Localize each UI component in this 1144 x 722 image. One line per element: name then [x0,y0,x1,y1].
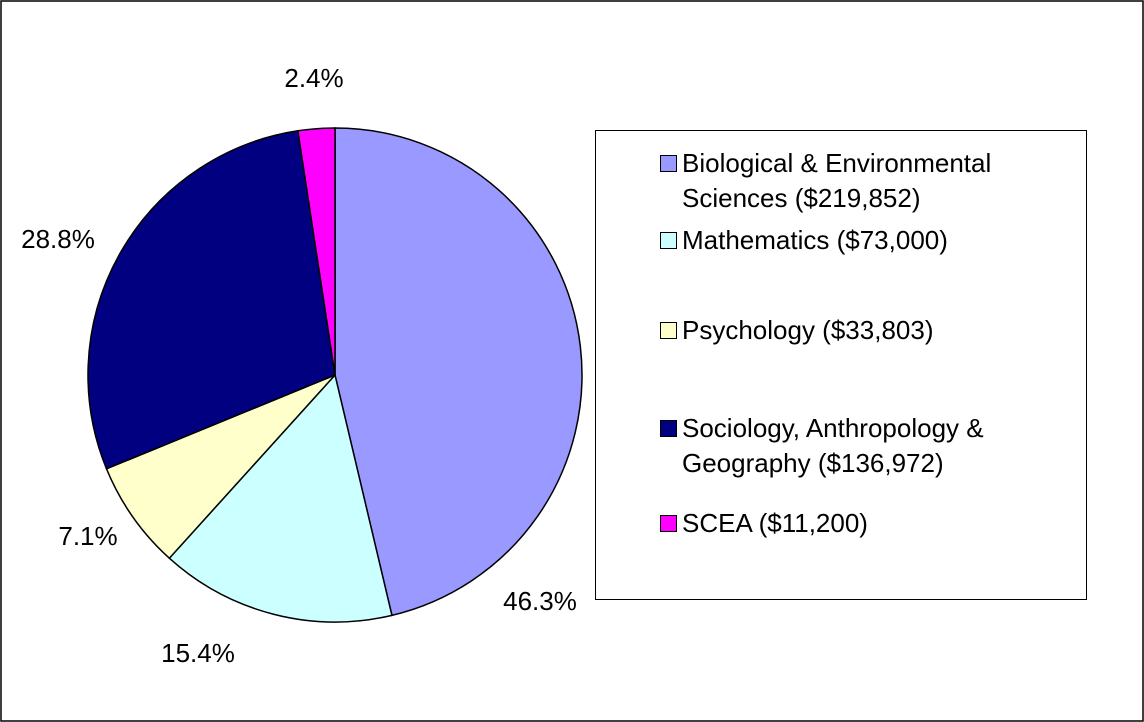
legend: Biological & Environmental Sciences ($21… [595,130,1087,600]
legend-swatch [660,155,677,172]
legend-swatch [660,322,677,339]
legend-label: Psychology ($33,803) [682,315,934,345]
legend-swatch [660,515,677,532]
data-label: 46.3% [503,586,577,616]
data-label: 28.8% [21,224,95,254]
pie-slice [87,129,336,470]
legend-label: SCEA ($11,200) [682,508,868,538]
legend-label: Mathematics ($73,000) [682,225,948,255]
pie-slice [297,127,336,376]
legend-label: Sociology, Anthropology & Geography ($13… [682,413,984,478]
pie-slice [105,374,336,560]
data-label: 7.1% [58,521,117,551]
legend-swatch [660,232,677,249]
legend-label: Biological & Environmental Sciences ($21… [682,148,992,213]
data-label: 2.4% [284,63,343,93]
legend-swatch [660,420,677,437]
pie-slice [168,373,393,623]
data-label: 15.4% [161,638,235,668]
pie-slice [334,127,583,617]
